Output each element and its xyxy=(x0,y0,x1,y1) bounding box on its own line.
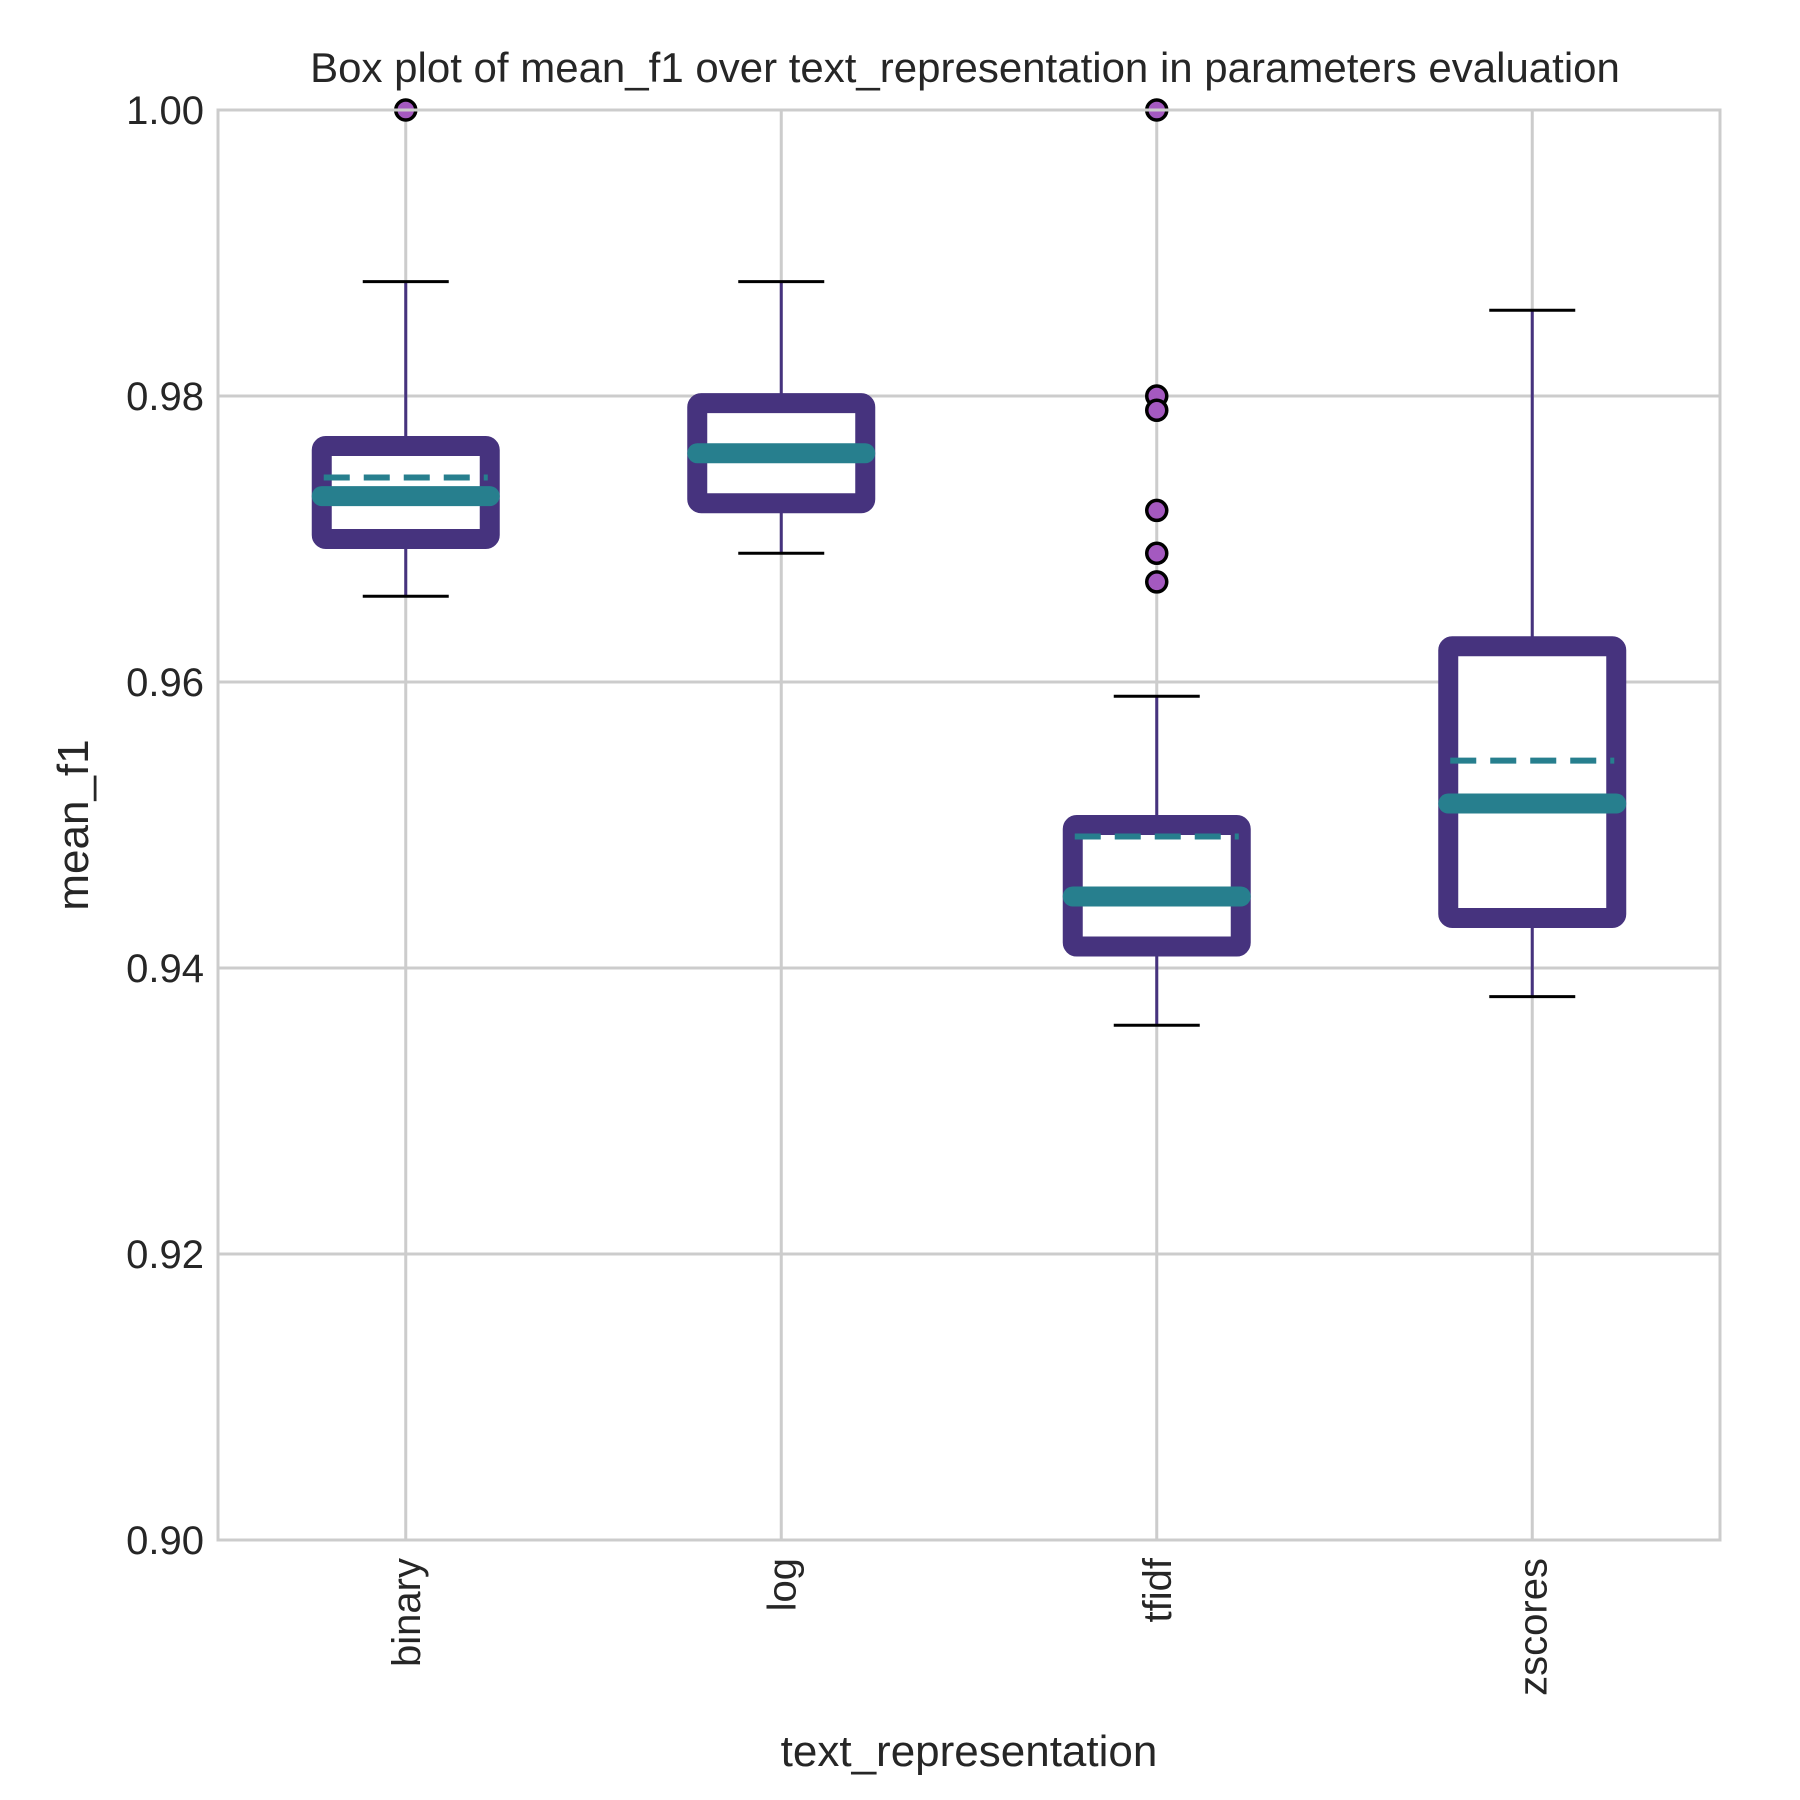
y-tick-label: 0.98 xyxy=(126,375,204,419)
box-body xyxy=(1062,815,1251,957)
tick-labels: 0.90 0.92 0.94 0.96 0.98 1.00 binary log tfidf zs… xyxy=(126,89,1555,1696)
box-binary xyxy=(311,98,500,598)
plot-frame xyxy=(216,108,1722,1542)
y-tick-label: 0.94 xyxy=(126,947,204,991)
y-tick-label: 1.00 xyxy=(126,89,204,133)
outlier-point xyxy=(1145,570,1169,594)
box-series xyxy=(311,98,1627,1027)
x-tick-label: zscores xyxy=(1511,1558,1555,1696)
outlier-point xyxy=(1145,398,1169,423)
y-tick-label: 0.96 xyxy=(126,661,204,705)
x-tick-label: tfidf xyxy=(1136,1557,1180,1622)
x-tick-label: log xyxy=(760,1558,804,1611)
box-tfidf xyxy=(1062,98,1251,1027)
y-tick-label: 0.92 xyxy=(126,1233,204,1277)
box-zscores xyxy=(1438,308,1627,999)
x-tick-label: binary xyxy=(385,1558,429,1667)
box-log xyxy=(687,280,876,555)
y-axis-label: mean_f1 xyxy=(49,739,98,910)
y-tick-label: 0.90 xyxy=(126,1519,204,1563)
outlier-point xyxy=(1145,498,1169,523)
chart-title: Box plot of mean_f1 over text_representa… xyxy=(310,44,1620,91)
box-body xyxy=(1438,636,1627,928)
outlier-point xyxy=(1145,541,1169,566)
x-axis-label: text_representation xyxy=(781,1727,1158,1776)
